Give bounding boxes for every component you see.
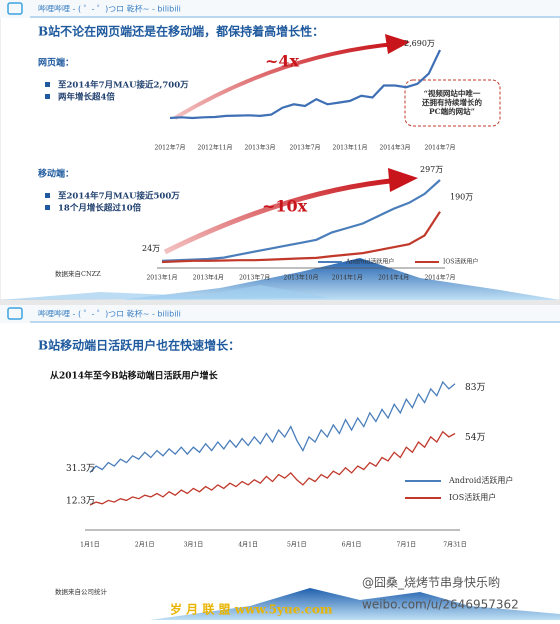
x-tick-label: 2012年11月 <box>198 144 233 152</box>
bullet-text: 至2014年7月MAU接近500万 <box>58 191 180 202</box>
watermark-site: 岁 月 联 盟 www.5yue.com <box>170 602 333 617</box>
chart-title: 从2014年至今B站移动端日活跃用户增长 <box>50 370 219 382</box>
source: 数据来自CNZZ <box>55 269 101 278</box>
x-tick-label: 2013年7月 <box>289 144 320 152</box>
x-tick-label: 1月1日 <box>80 542 100 549</box>
x-tick-label: 2014年7月 <box>424 274 455 282</box>
x-tick-label: 7月31日 <box>443 542 466 549</box>
watermark-weibo: @囧桑_烧烤节串身快乐哟 <box>362 575 500 590</box>
legend-label: Android活跃用户 <box>448 475 513 485</box>
annotation: ~4x <box>265 52 300 71</box>
x-tick-label: 2013年11月 <box>333 144 368 152</box>
bullet <box>45 94 50 99</box>
data-line <box>161 179 441 262</box>
x-tick-label: 2014年7月 <box>424 144 455 152</box>
x-tick-label: 2012年7月 <box>154 144 185 152</box>
value-label: 297万 <box>420 165 443 174</box>
divider <box>0 300 560 305</box>
slide-title: B站移动端日活跃用户也在快速增长： <box>38 338 240 353</box>
x-tick-label: 3月1日 <box>184 542 204 549</box>
mountain-decor <box>0 285 330 300</box>
legend-label: IOS活跃用户 <box>443 258 478 266</box>
bullet <box>45 82 50 87</box>
value-label: 31.3万 <box>66 464 95 474</box>
tv-icon <box>7 2 23 15</box>
x-tick-label: 7月1日 <box>397 542 417 549</box>
x-tick-label: 5月1日 <box>287 542 307 549</box>
bullet-text: 18个月增长超过10倍 <box>58 203 142 214</box>
section-label: 移动端： <box>38 168 74 180</box>
mountain-decor <box>120 258 560 300</box>
data-line <box>169 49 441 120</box>
x-tick-label: 6月1日 <box>342 542 362 549</box>
growth-arrow <box>173 42 396 120</box>
bullet-text: 至2014年7月MAU接近2,700万 <box>58 80 189 91</box>
header-bar <box>0 305 560 323</box>
value-label: 12.3万 <box>66 497 95 507</box>
legend-label: IOS活跃用户 <box>449 492 496 502</box>
x-tick-label: 2013年1月 <box>146 274 177 282</box>
source: 数据来自公司统计 <box>55 587 108 596</box>
mountain-decor <box>150 588 560 620</box>
x-tick-label: 2013年3月 <box>244 144 275 152</box>
tv-icon <box>7 307 23 320</box>
section-label: 网页端： <box>38 57 74 69</box>
slide <box>0 0 560 301</box>
header: 哔哩哔哩 - ( ゜- ゜)つロ 乾杯~ - bilibili <box>38 4 181 14</box>
callout-text: PC端的网站” <box>429 106 475 116</box>
value-label: 190万 <box>450 193 473 202</box>
slide <box>0 305 560 620</box>
annotation: ~10x <box>262 197 308 216</box>
callout-box <box>404 79 501 127</box>
data-line <box>89 380 456 473</box>
value-label: 24万 <box>142 244 160 253</box>
slide-title: B站不论在网页端还是在移动端，都保持着高增长性： <box>38 24 324 39</box>
callout-text: “视频网站中唯一 <box>424 88 481 98</box>
callout-text: 还拥有持续增长的 <box>421 97 482 107</box>
x-tick-label: 4月1日 <box>238 542 258 549</box>
header-bar <box>0 0 560 18</box>
arrow-head <box>385 34 410 54</box>
growth-arrow <box>163 177 401 255</box>
x-tick-label: 2月1日 <box>135 542 155 549</box>
watermark-url: weibo.com/u/2646957362 <box>362 598 519 612</box>
x-tick-label: 2013年7月 <box>239 274 270 282</box>
x-tick-label: 2013年4月 <box>193 274 224 282</box>
header: 哔哩哔哩 - ( ゜- ゜)つロ 乾杯~ - bilibili <box>38 309 181 319</box>
value-label: 2,690万 <box>404 39 435 48</box>
x-tick-label: 2013年10月 <box>284 274 319 282</box>
value-label: 54万 <box>465 433 485 443</box>
bullet <box>45 205 50 210</box>
bullet <box>45 193 50 198</box>
data-line <box>161 211 441 264</box>
x-tick-label: 2014年4月 <box>378 274 409 282</box>
value-label: 83万 <box>465 383 485 393</box>
x-tick-label: 2014年3月 <box>379 144 410 152</box>
x-tick-label: 2014年1月 <box>332 274 363 282</box>
legend-label: Android活跃用户 <box>345 258 394 266</box>
data-line <box>89 430 456 506</box>
bullet-text: 两年增长超4倍 <box>58 92 115 103</box>
arrow-head <box>388 168 418 192</box>
